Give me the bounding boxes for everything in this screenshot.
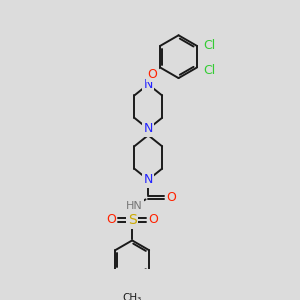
Text: HN: HN (126, 201, 142, 211)
Text: O: O (147, 68, 157, 81)
Text: Cl: Cl (203, 40, 216, 52)
Text: N: N (143, 173, 153, 186)
Text: O: O (148, 213, 158, 226)
Text: O: O (106, 213, 116, 226)
Text: N: N (143, 122, 153, 135)
Text: S: S (128, 213, 136, 227)
Text: N: N (143, 173, 153, 186)
Text: N: N (143, 78, 153, 91)
Text: N: N (143, 122, 153, 135)
Text: Cl: Cl (203, 64, 216, 77)
Text: O: O (167, 191, 176, 204)
Text: CH₃: CH₃ (122, 292, 142, 300)
Text: N: N (143, 122, 153, 135)
